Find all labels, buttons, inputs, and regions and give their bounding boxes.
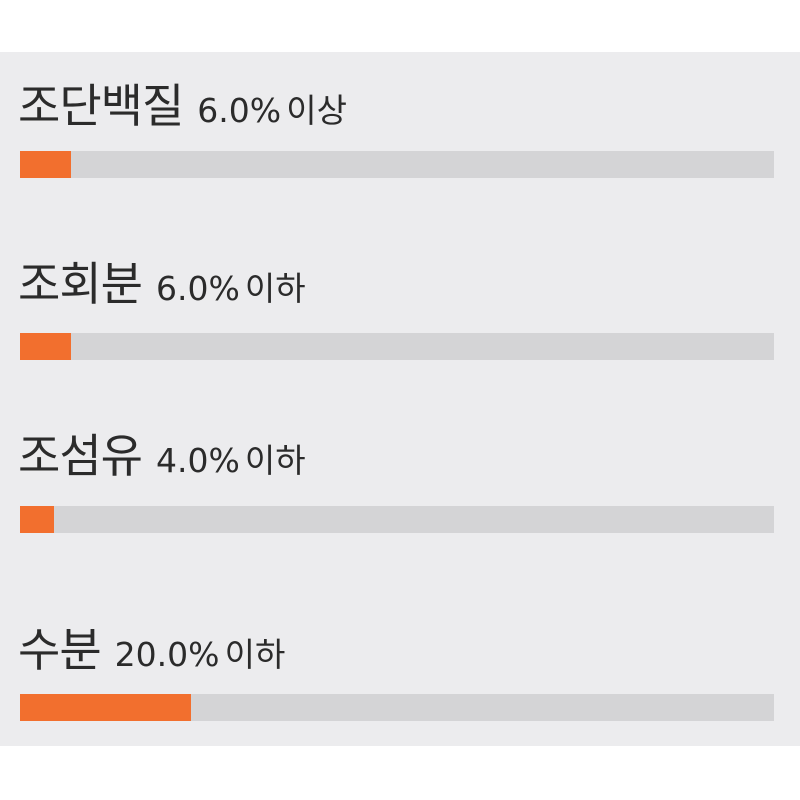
bar-fill (20, 506, 55, 533)
bar-fill (20, 333, 72, 360)
nutrient-qualifier: 이상 (286, 91, 347, 130)
bar-track (20, 333, 774, 360)
nutrient-label: 조단백질 6.0% 이상 (18, 70, 347, 136)
nutrient-value: 6.0% (155, 269, 240, 308)
nutrient-value: 4.0% (155, 441, 240, 480)
nutrient-label: 수분 20.0% 이하 (18, 614, 285, 680)
nutrient-qualifier: 이하 (224, 635, 286, 674)
nutrient-qualifier: 이하 (244, 269, 306, 308)
bar-fill (20, 151, 72, 178)
nutrient-value: 6.0% (197, 91, 282, 130)
nutrient-name: 조단백질 (18, 79, 184, 133)
nutrient-label: 조섬유 4.0% 이하 (18, 420, 306, 486)
bar-track (20, 694, 774, 721)
bar-fill (20, 694, 192, 721)
nutrient-name: 조섬유 (18, 429, 143, 483)
nutrient-name: 수분 (18, 623, 102, 677)
nutrient-panel: 조단백질 6.0% 이상 조회분 6.0% 이하 조섬유 4.0% 이하 수분 20.0… (0, 52, 800, 746)
bar-track (20, 506, 774, 533)
nutrient-label: 조회분 6.0% 이하 (18, 248, 306, 314)
bar-track (20, 151, 774, 178)
nutrient-qualifier: 이하 (244, 441, 306, 480)
nutrient-name: 조회분 (18, 257, 143, 311)
nutrient-value: 20.0% (114, 635, 220, 674)
